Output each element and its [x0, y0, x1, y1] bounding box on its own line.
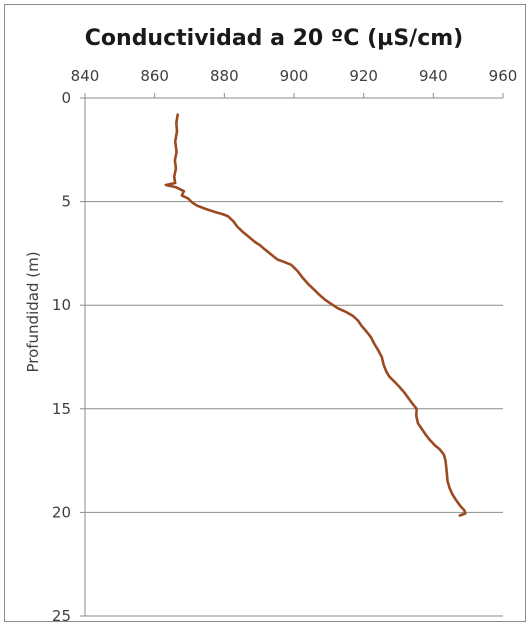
- x-tick-label-920: 920: [349, 67, 378, 85]
- x-tick-label-960: 960: [489, 67, 518, 85]
- y-tick-label-25: 25: [52, 607, 71, 623]
- series-line-0: [164, 113, 467, 517]
- chart-frame: Conductividad a 20 ºC (µS/cm) 0 5 10 15 20 25 8…: [4, 4, 526, 623]
- y-tick-label-10: 10: [52, 296, 71, 314]
- y-tick-label-20: 20: [52, 503, 71, 521]
- y-axis-title: Profundidad (m): [24, 251, 42, 372]
- y-tick-label-0: 0: [61, 89, 71, 107]
- x-tick-label-860: 860: [140, 67, 169, 85]
- x-tick-label-940: 940: [419, 67, 448, 85]
- x-tick-label-840: 840: [71, 67, 100, 85]
- chart-svg: Conductividad a 20 ºC (µS/cm) 0 5 10 15 20 25 8…: [24, 26, 518, 623]
- y-tick-label-5: 5: [61, 193, 71, 211]
- x-tick-label-900: 900: [280, 67, 309, 85]
- y-tick-label-15: 15: [52, 400, 71, 418]
- x-tick-label-880: 880: [210, 67, 239, 85]
- chart-title: Conductividad a 20 ºC (µS/cm): [85, 26, 463, 51]
